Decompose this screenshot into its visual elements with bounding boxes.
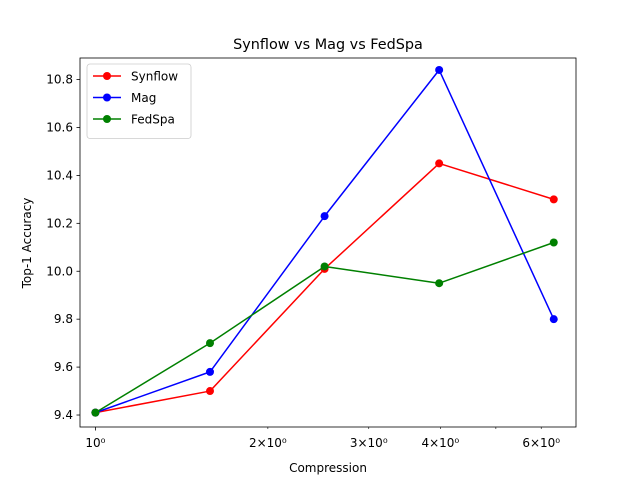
y-tick-label: 10.4 xyxy=(46,168,73,182)
plot-area xyxy=(91,65,558,417)
data-point-fedspa xyxy=(320,262,329,271)
y-tick-label: 10.2 xyxy=(46,216,73,230)
y-tick-label: 10.6 xyxy=(46,120,73,134)
data-point-mag xyxy=(435,65,444,74)
chart-title: Synflow vs Mag vs FedSpa xyxy=(233,37,423,53)
x-tick-label: 2×10⁰ xyxy=(249,436,287,450)
data-point-fedspa xyxy=(91,408,100,417)
legend-marker-mag xyxy=(103,93,111,102)
axes-frame xyxy=(79,57,577,428)
legend-marker-synflow xyxy=(103,72,111,80)
y-tick-label: 10.0 xyxy=(46,264,73,278)
data-point-fedspa xyxy=(549,238,558,247)
y-axis-label: Top-1 Accuracy xyxy=(20,198,34,290)
axes: 9.4 9.6 9.8 10.0 10.2 10.4 10.6 10.8 10⁰ 2×10⁰ 3×1… xyxy=(46,57,577,450)
data-point-mag xyxy=(549,315,558,324)
x-tick-label: 6×10⁰ xyxy=(522,436,560,450)
x-tick-label: 10⁰ xyxy=(85,436,105,450)
x-tick-label: 3×10⁰ xyxy=(350,436,388,450)
y-tick-label: 9.4 xyxy=(54,408,73,422)
data-point-fedspa xyxy=(435,279,444,288)
legend-marker-fedspa xyxy=(103,115,111,123)
data-point-synflow xyxy=(435,159,444,168)
legend-label-synflow: Synflow xyxy=(131,70,178,84)
y-tick-label: 9.6 xyxy=(54,360,73,374)
legend-box xyxy=(86,63,192,139)
data-point-synflow xyxy=(206,387,214,396)
data-point-fedspa xyxy=(206,339,214,348)
legend-label-mag: Mag xyxy=(131,91,156,105)
y-tick-label: 10.8 xyxy=(46,73,73,87)
legend: Synflow Mag FedSpa xyxy=(86,63,192,139)
legend-label-fedspa: FedSpa xyxy=(131,113,175,127)
y-tick-label: 9.8 xyxy=(54,312,73,326)
x-axis-label: Compression xyxy=(289,461,367,475)
data-point-synflow xyxy=(549,195,558,204)
x-tick-label: 4×10⁰ xyxy=(421,436,459,450)
data-point-mag xyxy=(206,367,214,376)
data-point-mag xyxy=(320,212,329,221)
